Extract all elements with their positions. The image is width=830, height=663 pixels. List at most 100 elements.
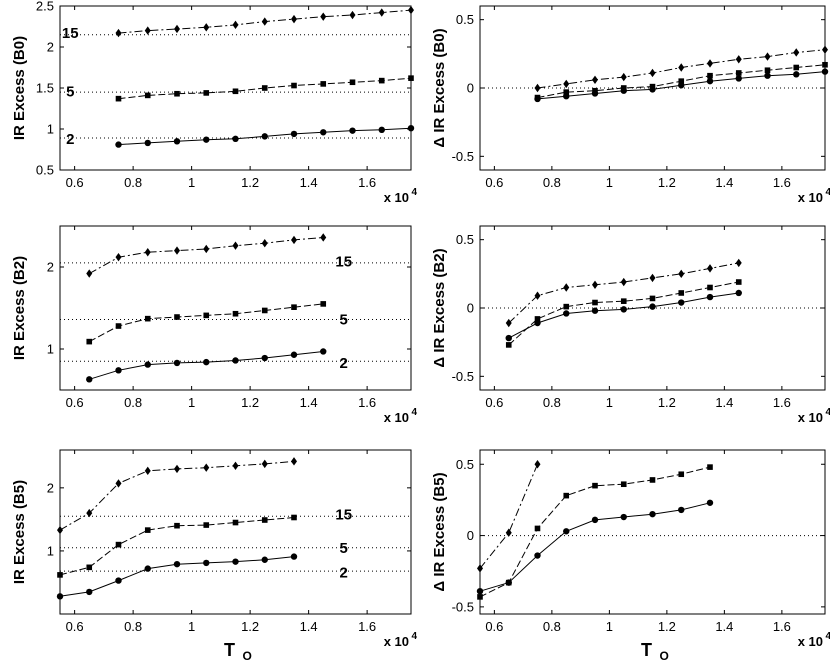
data-point-15 bbox=[174, 24, 180, 34]
y-tick-label: 0.5 bbox=[456, 12, 474, 27]
data-point-15 bbox=[349, 10, 356, 20]
data-point-5 bbox=[592, 482, 598, 489]
x-tick-label: 1.6 bbox=[773, 175, 791, 190]
data-point-2 bbox=[620, 513, 627, 521]
data-point-15 bbox=[232, 20, 239, 30]
x-tick-label: 0.6 bbox=[66, 395, 84, 410]
data-point-15 bbox=[649, 68, 656, 78]
data-point-5 bbox=[534, 316, 541, 322]
data-point-5 bbox=[563, 303, 570, 310]
data-point-5 bbox=[735, 279, 742, 285]
x-tick-label: 1.2 bbox=[241, 395, 259, 410]
data-point-15 bbox=[232, 461, 239, 470]
y-tick-label: 0 bbox=[467, 528, 474, 543]
x-axis-multiplier: x 10 bbox=[798, 634, 823, 649]
y-tick-label: 2 bbox=[47, 40, 54, 55]
data-point-2 bbox=[534, 95, 541, 103]
data-point-2 bbox=[706, 499, 714, 506]
data-point-2 bbox=[505, 579, 512, 586]
data-point-2 bbox=[649, 86, 656, 93]
data-point-2 bbox=[173, 560, 181, 568]
y-tick-label: 2 bbox=[47, 260, 54, 275]
series-line-15 bbox=[479, 464, 538, 569]
y-axis-label: IR Excess (B0) bbox=[11, 36, 28, 140]
data-point-15 bbox=[291, 14, 297, 24]
y-tick-label: 0 bbox=[467, 81, 474, 96]
data-point-5 bbox=[620, 298, 627, 304]
data-point-5 bbox=[203, 312, 210, 319]
y-tick-label: 1.5 bbox=[36, 81, 54, 96]
data-point-5 bbox=[232, 519, 239, 526]
data-point-2 bbox=[563, 310, 570, 317]
x-axis-multiplier-exponent: 4 bbox=[825, 407, 830, 418]
data-point-5 bbox=[505, 342, 512, 348]
x-tick-label: 1.6 bbox=[773, 395, 791, 410]
data-point-15 bbox=[115, 28, 122, 38]
data-point-15 bbox=[144, 248, 151, 257]
data-point-15 bbox=[261, 239, 268, 248]
data-point-2 bbox=[232, 558, 239, 565]
series-line-2 bbox=[479, 502, 711, 592]
x-tick-label: 0.8 bbox=[543, 619, 561, 634]
data-point-5 bbox=[707, 72, 713, 79]
chart-panel-2: 0.6 0.8 1 1.2 1.4 1.6 -0.5 0 0.5 Δ IR Excess (B0)… bbox=[431, 5, 830, 205]
data-point-5 bbox=[563, 89, 570, 95]
data-point-15 bbox=[174, 246, 180, 255]
x-tick-label: 1.2 bbox=[241, 619, 259, 634]
data-point-15 bbox=[534, 291, 541, 300]
x-tick-label: 0.8 bbox=[543, 395, 561, 410]
data-point-5 bbox=[115, 323, 122, 329]
data-point-5 bbox=[764, 67, 771, 74]
data-point-15 bbox=[86, 269, 93, 278]
x-tick-label: 1.2 bbox=[658, 175, 676, 190]
data-point-15 bbox=[291, 235, 297, 245]
data-point-15 bbox=[735, 258, 742, 268]
series-annotation: 15 bbox=[335, 253, 352, 270]
data-point-5 bbox=[320, 301, 327, 307]
data-point-5 bbox=[144, 527, 151, 533]
series-annotation: 15 bbox=[335, 506, 352, 523]
data-point-15 bbox=[707, 59, 713, 68]
data-point-2 bbox=[261, 556, 268, 563]
data-point-2 bbox=[115, 141, 122, 148]
series-line-15 bbox=[508, 262, 739, 324]
data-point-2 bbox=[649, 303, 656, 310]
x-axis-label: T bbox=[641, 640, 652, 660]
data-point-5 bbox=[86, 564, 93, 571]
x-tick-label: 1.4 bbox=[300, 395, 318, 410]
series-line-15 bbox=[89, 237, 324, 275]
data-point-5 bbox=[291, 514, 297, 521]
data-point-2 bbox=[706, 77, 714, 85]
series-annotation: 2 bbox=[340, 564, 348, 581]
x-tick-label: 0.8 bbox=[543, 175, 561, 190]
axes-frame bbox=[479, 449, 826, 615]
data-point-2 bbox=[591, 307, 599, 314]
data-point-5 bbox=[232, 310, 239, 317]
data-point-2 bbox=[764, 72, 771, 79]
data-point-5 bbox=[822, 61, 828, 68]
data-point-2 bbox=[505, 334, 512, 342]
data-point-15 bbox=[477, 564, 483, 573]
data-point-2 bbox=[232, 135, 239, 143]
x-axis-multiplier: x 10 bbox=[384, 410, 409, 425]
data-point-5 bbox=[57, 572, 63, 578]
data-point-5 bbox=[378, 77, 385, 84]
x-axis-multiplier-exponent: 4 bbox=[825, 187, 830, 198]
data-point-5 bbox=[291, 82, 297, 89]
data-point-2 bbox=[678, 506, 685, 514]
data-point-2 bbox=[144, 361, 151, 368]
chart-panel-1: 0.6 0.8 1 1.2 1.4 1.6 0.5 1 1.5 2 2.5 IR Excess (B0… bbox=[11, 0, 417, 205]
data-point-15 bbox=[505, 318, 512, 328]
data-point-5 bbox=[261, 85, 268, 91]
data-point-5 bbox=[203, 90, 210, 96]
x-axis-multiplier: x 10 bbox=[384, 190, 409, 205]
data-point-2 bbox=[173, 359, 181, 367]
data-point-15 bbox=[707, 264, 713, 273]
data-point-5 bbox=[320, 81, 327, 87]
data-point-2 bbox=[563, 528, 570, 535]
data-point-2 bbox=[232, 357, 239, 364]
data-point-5 bbox=[232, 88, 239, 95]
chart-panel-4: 0.6 0.8 1 1.2 1.4 1.6 -0.5 0 0.5 Δ IR Excess (B2)… bbox=[431, 225, 830, 425]
x-tick-label: 1.4 bbox=[715, 395, 733, 410]
data-point-15 bbox=[291, 457, 297, 466]
